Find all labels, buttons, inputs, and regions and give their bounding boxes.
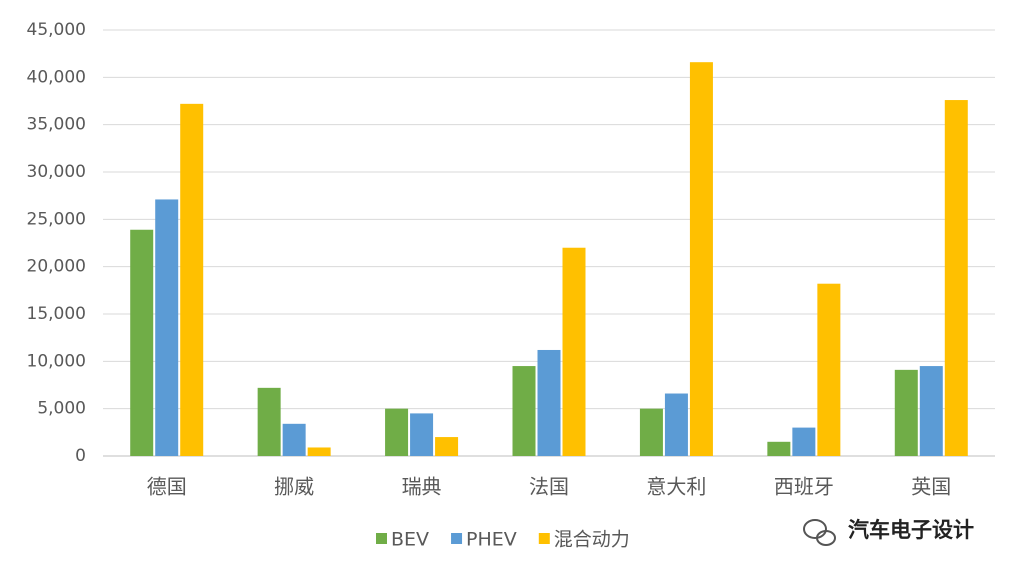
x-tick-label: 挪威 xyxy=(274,475,314,499)
bar xyxy=(817,283,841,456)
bar xyxy=(639,408,663,456)
legend-label: BEV xyxy=(391,529,429,551)
watermark: 汽车电子设计 xyxy=(848,518,974,542)
y-tick-label: 40,000 xyxy=(27,67,86,87)
legend-marker xyxy=(451,533,463,544)
y-tick-label: 0 xyxy=(75,446,86,466)
bar xyxy=(767,441,791,456)
bar xyxy=(562,247,586,456)
bar xyxy=(180,103,204,456)
x-tick-label: 英国 xyxy=(911,475,951,499)
legend-marker xyxy=(538,533,550,544)
bar xyxy=(512,366,536,456)
bar xyxy=(435,437,459,456)
bar xyxy=(894,369,918,456)
bar xyxy=(944,100,968,456)
bar xyxy=(385,408,409,456)
bar xyxy=(307,447,331,456)
legend-label: PHEV xyxy=(466,529,517,551)
y-tick-label: 5,000 xyxy=(37,399,86,419)
legend-marker xyxy=(376,533,387,544)
y-tick-label: 35,000 xyxy=(27,115,86,135)
bar xyxy=(257,387,281,456)
legend-label: 混合动力 xyxy=(554,529,630,551)
y-tick-label: 20,000 xyxy=(27,257,86,277)
y-tick-label: 15,000 xyxy=(27,304,86,324)
y-tick-label: 10,000 xyxy=(27,351,86,371)
bar xyxy=(664,393,688,456)
bar xyxy=(919,366,943,456)
y-tick-label: 30,000 xyxy=(27,162,86,182)
x-tick-label: 意大利 xyxy=(646,475,706,499)
bar xyxy=(130,229,154,456)
bar xyxy=(689,62,713,456)
y-tick-label: 45,000 xyxy=(27,20,86,40)
x-tick-label: 西班牙 xyxy=(774,475,834,499)
y-tick-label: 25,000 xyxy=(27,209,86,229)
bar xyxy=(282,423,306,456)
bar xyxy=(537,349,561,456)
x-tick-label: 瑞典 xyxy=(402,475,442,499)
bar xyxy=(792,427,816,456)
bar xyxy=(155,199,179,456)
x-tick-label: 德国 xyxy=(147,475,187,499)
bar xyxy=(410,413,434,456)
watermark-icon xyxy=(803,519,836,546)
x-tick-label: 法国 xyxy=(529,475,569,499)
